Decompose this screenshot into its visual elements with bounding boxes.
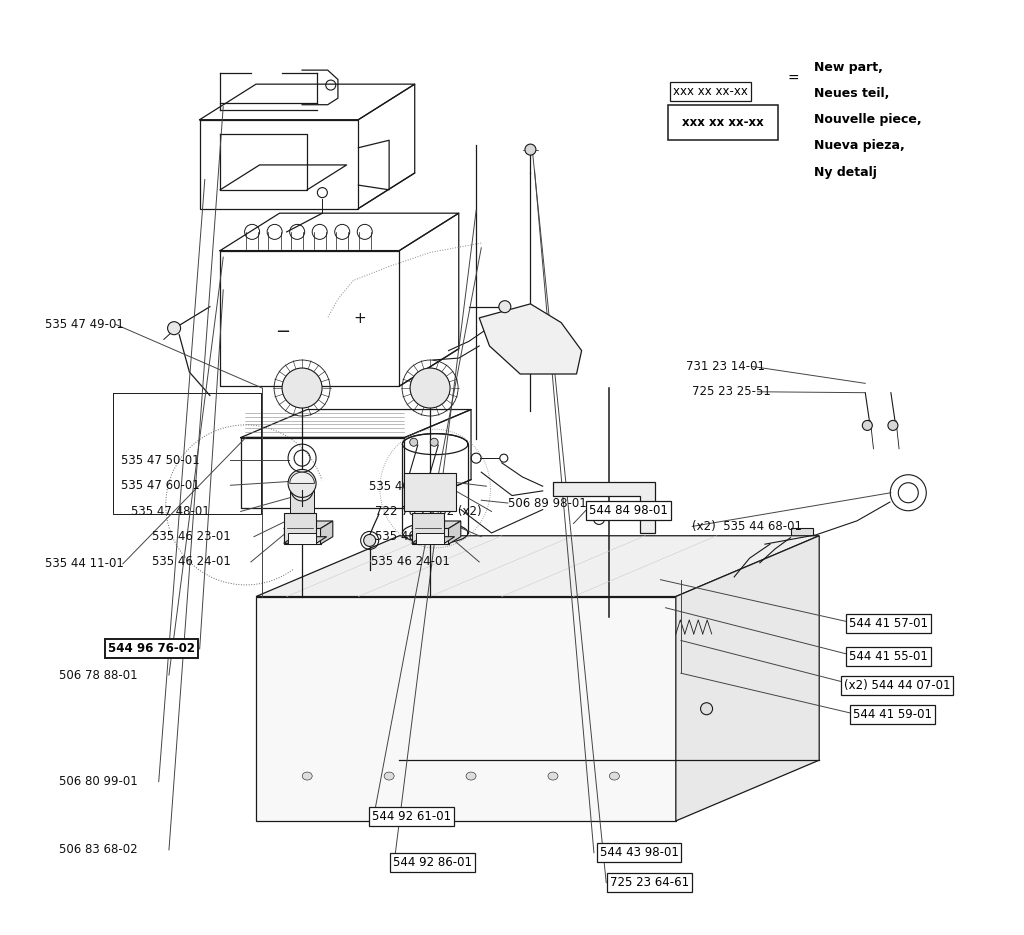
Text: 544 41 59-01: 544 41 59-01 <box>853 708 933 721</box>
Polygon shape <box>284 521 333 528</box>
Text: 544 41 57-01: 544 41 57-01 <box>849 617 929 630</box>
Text: 731 23 14-01: 731 23 14-01 <box>686 360 765 373</box>
Polygon shape <box>553 482 655 533</box>
Text: 725 23 64-61: 725 23 64-61 <box>609 876 689 889</box>
Text: 725 23 25-51: 725 23 25-51 <box>692 385 771 398</box>
Text: Nouvelle piece,: Nouvelle piece, <box>814 113 922 126</box>
Text: 535 46 23-01: 535 46 23-01 <box>375 530 454 543</box>
Text: Neues teil,: Neues teil, <box>814 87 890 100</box>
Polygon shape <box>290 472 314 483</box>
Circle shape <box>282 368 323 408</box>
Text: 535 47 50-01: 535 47 50-01 <box>121 453 200 467</box>
Text: 722 78 29-02 (x2): 722 78 29-02 (x2) <box>375 505 481 518</box>
Polygon shape <box>479 304 582 374</box>
Circle shape <box>410 439 418 446</box>
Polygon shape <box>284 537 327 543</box>
Text: 535 47 60-01: 535 47 60-01 <box>121 479 200 492</box>
Circle shape <box>168 322 180 335</box>
Text: 535 46 23-01: 535 46 23-01 <box>152 530 230 543</box>
Polygon shape <box>290 490 314 513</box>
Text: (x2) 544 44 07-01: (x2) 544 44 07-01 <box>844 679 950 692</box>
Text: 506 80 99-01: 506 80 99-01 <box>59 775 138 788</box>
Text: +: + <box>353 310 367 326</box>
Circle shape <box>525 144 536 155</box>
Polygon shape <box>288 533 316 544</box>
Circle shape <box>364 535 376 546</box>
Polygon shape <box>412 537 455 543</box>
Text: 535 40 92-01: 535 40 92-01 <box>369 480 447 493</box>
Polygon shape <box>284 528 321 544</box>
Text: 544 84 98-01: 544 84 98-01 <box>589 504 669 517</box>
Text: xxx xx xx-xx: xxx xx xx-xx <box>673 85 749 98</box>
Ellipse shape <box>302 772 312 780</box>
Text: (x2)  535 44 68-01: (x2) 535 44 68-01 <box>692 520 802 533</box>
Text: 535 46 24-01: 535 46 24-01 <box>371 555 450 568</box>
Text: 506 78 88-01: 506 78 88-01 <box>59 669 138 682</box>
Polygon shape <box>256 597 676 821</box>
Circle shape <box>291 479 313 501</box>
Circle shape <box>288 469 316 497</box>
Polygon shape <box>404 473 456 511</box>
Ellipse shape <box>466 772 476 780</box>
Polygon shape <box>321 521 333 544</box>
Text: −: − <box>275 323 291 341</box>
Circle shape <box>888 421 898 430</box>
Text: xxx xx xx-xx: xxx xx xx-xx <box>682 116 764 129</box>
Circle shape <box>410 368 451 408</box>
Text: 535 47 48-01: 535 47 48-01 <box>131 505 210 518</box>
Ellipse shape <box>548 772 558 780</box>
Text: 535 44 11-01: 535 44 11-01 <box>45 557 124 570</box>
Bar <box>668 105 778 140</box>
Ellipse shape <box>609 772 620 780</box>
Bar <box>791 528 812 542</box>
Text: Ny detalj: Ny detalj <box>814 165 877 179</box>
Polygon shape <box>416 533 444 544</box>
Polygon shape <box>412 521 461 528</box>
Text: 535 46 24-01: 535 46 24-01 <box>152 555 230 568</box>
Polygon shape <box>412 528 449 544</box>
Text: 544 41 55-01: 544 41 55-01 <box>849 650 929 663</box>
Circle shape <box>430 439 438 446</box>
Polygon shape <box>256 536 819 597</box>
Ellipse shape <box>384 772 394 780</box>
Polygon shape <box>676 536 819 821</box>
Text: 544 92 86-01: 544 92 86-01 <box>392 856 472 869</box>
Text: 544 92 61-01: 544 92 61-01 <box>372 810 452 823</box>
Text: 544 96 76-02: 544 96 76-02 <box>109 642 195 655</box>
Bar <box>584 598 635 622</box>
Text: 506 83 68-02: 506 83 68-02 <box>59 843 138 856</box>
Text: 544 43 98-01: 544 43 98-01 <box>599 846 679 859</box>
Circle shape <box>862 421 872 430</box>
Polygon shape <box>449 521 461 544</box>
Circle shape <box>700 703 713 714</box>
Circle shape <box>499 301 511 312</box>
Text: New part,: New part, <box>814 61 883 74</box>
Text: 506 89 98-01: 506 89 98-01 <box>508 496 587 510</box>
Text: =: = <box>787 72 800 85</box>
Text: Nueva pieza,: Nueva pieza, <box>814 139 905 152</box>
Polygon shape <box>412 513 444 543</box>
Text: 535 47 49-01: 535 47 49-01 <box>45 318 124 331</box>
Polygon shape <box>284 513 316 543</box>
Circle shape <box>295 483 309 496</box>
